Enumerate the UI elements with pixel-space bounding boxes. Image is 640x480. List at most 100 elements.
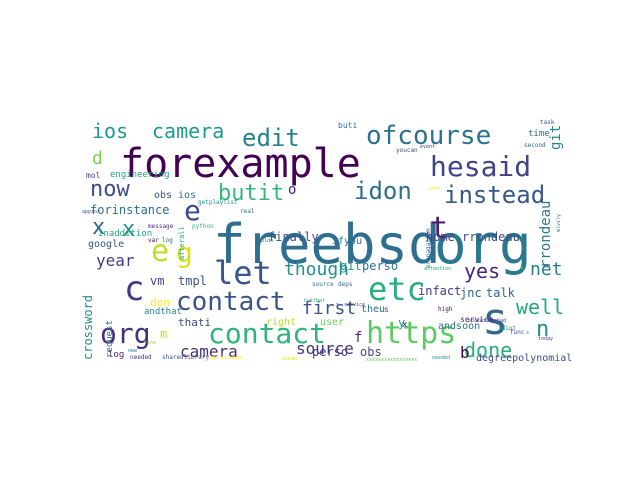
word-cloud-word: vm xyxy=(150,274,164,288)
word-cloud-word: forinstance xyxy=(90,203,169,217)
word-cloud-word: andsoon xyxy=(438,321,480,332)
word-cloud-word: buti xyxy=(338,121,357,130)
word-cloud-word: andthat xyxy=(144,307,182,317)
word-cloud-word: new xyxy=(128,348,138,354)
word-cloud-word: etc xyxy=(368,270,426,308)
word-cloud-panel xyxy=(80,115,480,365)
word-cloud-word: x xyxy=(122,217,135,242)
word-cloud-word: high xyxy=(438,306,453,313)
word-cloud-word: log xyxy=(108,350,124,360)
word-cloud-word: needed xyxy=(432,355,450,361)
word-cloud-word: ofcourse xyxy=(366,121,491,151)
word-cloud-word: freebsd xyxy=(213,213,441,276)
word-cloud-word: contact xyxy=(208,317,326,350)
word-cloud-word: y xyxy=(398,316,405,330)
word-cloud-word: s xyxy=(336,302,339,308)
word-cloud-word: git xyxy=(340,259,362,273)
word-cloud-word: thati xyxy=(178,316,211,329)
word-cloud-word: net xyxy=(530,259,563,280)
word-cloud-word: ios xyxy=(92,119,128,143)
word-cloud-word: source xyxy=(312,281,334,288)
word-cloud-word: well xyxy=(516,295,564,319)
word-cloud-word: real xyxy=(240,208,255,215)
word-cloud-word: source xyxy=(296,339,354,358)
word-cloud-word: second xyxy=(524,142,546,149)
word-cloud-word: mol xyxy=(86,171,101,180)
word-cloud-word: task xyxy=(540,119,555,126)
word-cloud-word: deps xyxy=(338,281,353,288)
word-cloud-word: let xyxy=(214,254,272,292)
word-cloud-word: butit xyxy=(218,181,284,206)
word-cloud-word: hesaid xyxy=(430,150,531,183)
word-cloud-word: line xyxy=(144,340,156,346)
word-cloud-word: tmpl xyxy=(178,274,207,288)
word-cloud-word: idiot xyxy=(498,325,516,332)
word-cloud-word: e xyxy=(151,234,169,269)
word-cloud-word: org xyxy=(100,317,151,350)
word-cloud-word: event xyxy=(420,144,435,150)
word-cloud-word: obs xyxy=(360,345,382,359)
word-cloud-word: x xyxy=(402,320,408,330)
word-cloud-word: service xyxy=(460,315,494,324)
word-cloud-word: finally xyxy=(268,230,319,244)
word-cloud-word: rrondeau xyxy=(538,201,554,268)
word-cloud-word: inaddition xyxy=(98,229,152,239)
word-cloud-word: sharedlibrary xyxy=(162,354,209,361)
word-cloud-word: google xyxy=(88,239,124,250)
word-cloud-word: attention xyxy=(424,266,451,272)
word-cloud-word: var xyxy=(148,237,159,244)
word-cloud-word: log xyxy=(162,237,173,244)
word-cloud-word: n xyxy=(536,317,549,342)
word-cloud-word: rrondeau xyxy=(462,230,520,244)
word-cloud-word: service xyxy=(344,302,365,308)
word-cloud-word: home xyxy=(426,230,455,244)
word-cloud-word: jnc xyxy=(460,286,482,300)
word-cloud-word: now xyxy=(90,177,130,202)
word-cloud-word: today xyxy=(538,336,553,342)
word-cloud-word: butthat xyxy=(304,298,325,304)
word-cloud-word: crossword xyxy=(81,295,95,360)
word-cloud-word: e xyxy=(184,194,201,227)
word-cloud-word: instead xyxy=(444,181,545,209)
word-cloud-word: s xyxy=(482,294,509,345)
word-cloud-word: don xyxy=(150,296,170,309)
word-cloud-word: needed xyxy=(130,354,152,361)
word-cloud-word: k xyxy=(520,264,525,272)
word-cloud-word: contact xyxy=(176,287,286,317)
word-cloud-word: talk xyxy=(486,286,516,300)
word-cloud-word: https xyxy=(366,316,456,351)
word-cloud-word: d xyxy=(92,148,103,169)
word-cloud-word: m xyxy=(160,327,167,341)
word-cloud-word: obs xyxy=(154,190,172,201)
word-cloud-word: yeah xyxy=(428,186,440,192)
word-cloud-word: youcan xyxy=(396,147,418,154)
word-cloud-word: func xyxy=(510,329,525,336)
word-cloud-word: o xyxy=(288,182,296,198)
word-cloud-word: though xyxy=(284,259,349,280)
word-cloud-word: camera xyxy=(180,342,238,361)
word-cloud-word: camera xyxy=(152,119,224,143)
word-cloud-word: theu xyxy=(361,304,385,315)
word-cloud-word: time xyxy=(528,129,550,139)
word-cloud-word: perso xyxy=(312,345,348,359)
word-cloud-word: sumbad xyxy=(488,318,506,324)
word-cloud-word: c xyxy=(124,269,144,309)
word-cloud-word: ios xyxy=(178,190,196,201)
word-cloud-word: sockets xyxy=(468,318,489,324)
word-cloud-word: message xyxy=(148,223,174,230)
word-cloud-word: forexample xyxy=(120,141,361,187)
word-cloud-word: u xyxy=(542,264,550,268)
word-cloud-word: f xyxy=(354,330,362,346)
word-cloud-word: yes xyxy=(464,259,500,283)
word-cloud-word: engineering xyxy=(110,170,170,180)
word-cloud-word: g xyxy=(176,236,193,269)
word-cloud-word: done xyxy=(464,338,512,362)
word-cloud-word: org xyxy=(434,213,532,276)
word-cloud-word: propagation xyxy=(425,228,432,268)
word-cloud-word: idon xyxy=(354,177,412,205)
word-cloud-word: xxxxxxxxxxxxxxxxx xyxy=(366,357,417,363)
word-cloud-word: right xyxy=(266,317,296,328)
word-cloud-word: b xyxy=(460,343,470,362)
